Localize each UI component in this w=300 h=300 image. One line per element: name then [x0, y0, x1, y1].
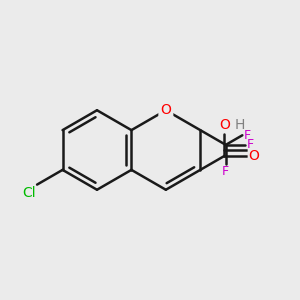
Text: H: H	[235, 118, 245, 132]
Text: Cl: Cl	[22, 186, 36, 200]
Text: O: O	[219, 118, 230, 132]
Text: O: O	[160, 103, 171, 117]
Text: F: F	[222, 166, 229, 178]
Text: F: F	[244, 129, 251, 142]
Text: O: O	[248, 149, 259, 163]
Text: F: F	[246, 138, 254, 151]
